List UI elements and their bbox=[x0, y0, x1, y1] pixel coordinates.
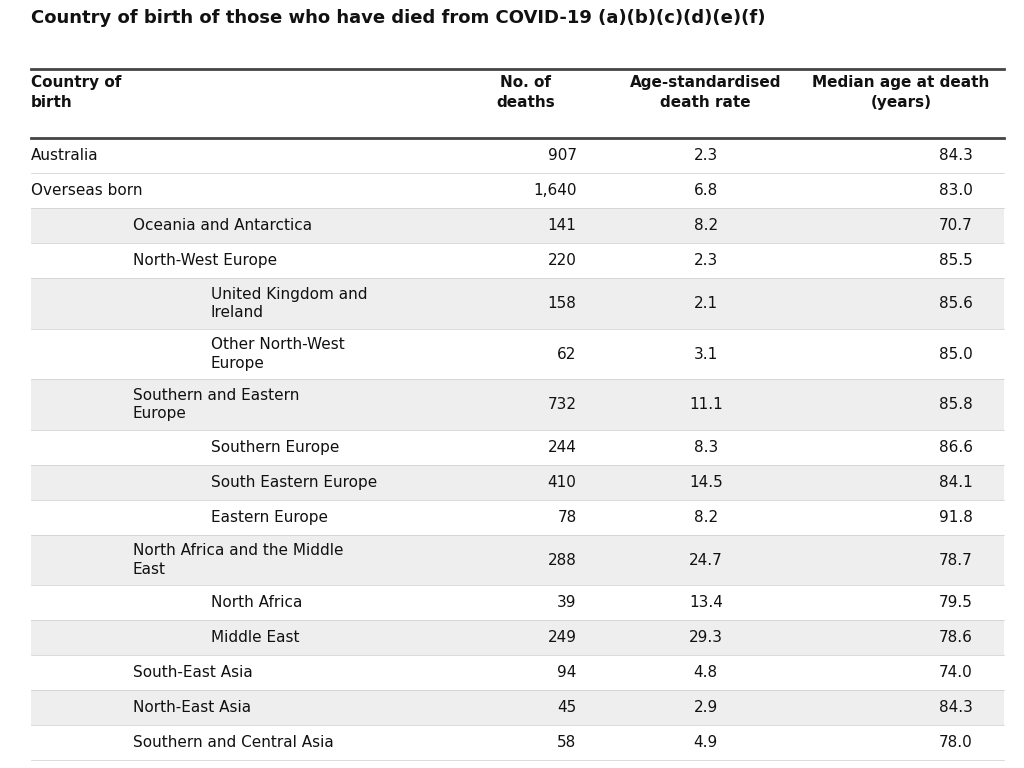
Text: 410: 410 bbox=[548, 475, 577, 490]
Text: 62: 62 bbox=[557, 346, 577, 362]
Text: 85.6: 85.6 bbox=[939, 296, 973, 311]
Text: Australia: Australia bbox=[31, 148, 98, 164]
Text: 29.3: 29.3 bbox=[689, 631, 723, 645]
Text: Age-standardised
death rate: Age-standardised death rate bbox=[630, 75, 781, 110]
Text: 907: 907 bbox=[548, 148, 577, 164]
Text: 45: 45 bbox=[557, 700, 577, 715]
Text: Overseas born: Overseas born bbox=[31, 184, 142, 198]
Text: 39: 39 bbox=[557, 595, 577, 611]
Text: South-East Asia: South-East Asia bbox=[133, 665, 253, 680]
Text: 84.3: 84.3 bbox=[939, 700, 973, 715]
Text: 58: 58 bbox=[557, 735, 577, 750]
Text: 78: 78 bbox=[557, 510, 577, 525]
Text: 4.9: 4.9 bbox=[693, 735, 718, 750]
Text: 158: 158 bbox=[548, 296, 577, 311]
Text: 220: 220 bbox=[548, 253, 577, 268]
Text: Southern and Central Asia: Southern and Central Asia bbox=[133, 735, 334, 750]
Text: 83.0: 83.0 bbox=[939, 184, 973, 198]
Text: 249: 249 bbox=[548, 631, 577, 645]
Text: 8.2: 8.2 bbox=[693, 510, 718, 525]
Text: 85.5: 85.5 bbox=[939, 253, 973, 268]
Text: 85.8: 85.8 bbox=[939, 397, 973, 412]
Text: 79.5: 79.5 bbox=[939, 595, 973, 611]
Text: 3.1: 3.1 bbox=[693, 346, 718, 362]
Text: 86.6: 86.6 bbox=[939, 440, 973, 455]
Text: 78.7: 78.7 bbox=[939, 553, 973, 568]
Text: 94: 94 bbox=[557, 665, 577, 680]
Text: North Africa and the Middle
East: North Africa and the Middle East bbox=[133, 544, 343, 577]
Text: 732: 732 bbox=[548, 397, 577, 412]
Text: 2.3: 2.3 bbox=[693, 253, 718, 268]
Text: North-West Europe: North-West Europe bbox=[133, 253, 276, 268]
Text: 141: 141 bbox=[548, 218, 577, 233]
Text: Oceania and Antarctica: Oceania and Antarctica bbox=[133, 218, 312, 233]
Text: 78.6: 78.6 bbox=[939, 631, 973, 645]
Text: Median age at death
(years): Median age at death (years) bbox=[812, 75, 989, 110]
Text: 8.2: 8.2 bbox=[693, 218, 718, 233]
Text: 244: 244 bbox=[548, 440, 577, 455]
Text: 8.3: 8.3 bbox=[693, 440, 718, 455]
Text: 11.1: 11.1 bbox=[689, 397, 723, 412]
Text: 4.8: 4.8 bbox=[693, 665, 718, 680]
Text: 13.4: 13.4 bbox=[689, 595, 723, 611]
Text: 2.1: 2.1 bbox=[693, 296, 718, 311]
Text: 6.8: 6.8 bbox=[693, 184, 718, 198]
Text: Eastern Europe: Eastern Europe bbox=[211, 510, 328, 525]
Text: 2.3: 2.3 bbox=[693, 148, 718, 164]
Text: 14.5: 14.5 bbox=[689, 475, 723, 490]
Text: South Eastern Europe: South Eastern Europe bbox=[211, 475, 377, 490]
Text: Southern Europe: Southern Europe bbox=[211, 440, 339, 455]
Text: 84.3: 84.3 bbox=[939, 148, 973, 164]
Text: 288: 288 bbox=[548, 553, 577, 568]
Text: 78.0: 78.0 bbox=[939, 735, 973, 750]
Text: Country of
birth: Country of birth bbox=[31, 75, 121, 110]
Text: 74.0: 74.0 bbox=[939, 665, 973, 680]
Text: 70.7: 70.7 bbox=[939, 218, 973, 233]
Text: 84.1: 84.1 bbox=[939, 475, 973, 490]
Text: 91.8: 91.8 bbox=[939, 510, 973, 525]
Text: Other North-West
Europe: Other North-West Europe bbox=[211, 337, 344, 371]
Text: Middle East: Middle East bbox=[211, 631, 299, 645]
Text: United Kingdom and
Ireland: United Kingdom and Ireland bbox=[211, 286, 368, 320]
Text: 1,640: 1,640 bbox=[534, 184, 577, 198]
Text: 24.7: 24.7 bbox=[689, 553, 723, 568]
Text: No. of
deaths: No. of deaths bbox=[496, 75, 555, 110]
Text: North-East Asia: North-East Asia bbox=[133, 700, 251, 715]
Text: North Africa: North Africa bbox=[211, 595, 302, 611]
Text: 85.0: 85.0 bbox=[939, 346, 973, 362]
Text: Southern and Eastern
Europe: Southern and Eastern Europe bbox=[133, 388, 299, 422]
Text: 2.9: 2.9 bbox=[693, 700, 718, 715]
Text: Country of birth of those who have died from COVID-19 (a)(b)(c)(d)(e)(f): Country of birth of those who have died … bbox=[31, 9, 765, 27]
